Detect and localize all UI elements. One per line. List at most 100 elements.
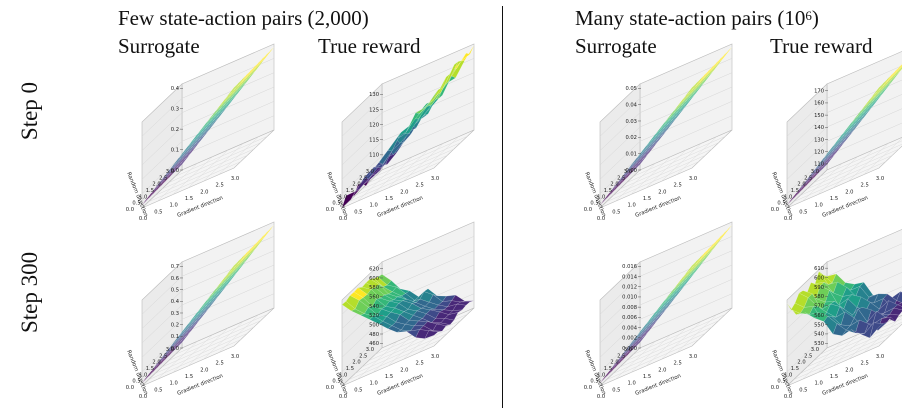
y-tick-label: 1.0 bbox=[784, 194, 792, 200]
z-tick-label: 580 bbox=[814, 294, 824, 300]
grid-line bbox=[181, 72, 275, 113]
y-tick-label: 2.0 bbox=[152, 182, 160, 188]
z-tick-label: 0.0 bbox=[171, 168, 179, 174]
z-tick-label: 600 bbox=[369, 276, 379, 282]
y-tick-label: 2.0 bbox=[610, 182, 618, 188]
surface-patch bbox=[428, 330, 443, 333]
y-tick-label: 2.5 bbox=[617, 175, 625, 181]
x-tick-label: 3.0 bbox=[431, 176, 439, 182]
z-tick-label: 0.05 bbox=[625, 86, 637, 92]
z-tick-label: 0.008 bbox=[622, 305, 637, 311]
y-tick-label: 0.5 bbox=[332, 201, 340, 207]
y-tick-label: 2.5 bbox=[359, 175, 367, 181]
z-tick-label: 500 bbox=[369, 322, 379, 328]
grid-line bbox=[341, 319, 383, 358]
y-tick-label: 0.5 bbox=[332, 379, 340, 385]
surface-plot-few-step300-surrogate: 0.00.0 0.50.5 1.01.0 1.51.5 2.02.0 2.52.5 3.03… bbox=[125, 221, 275, 400]
x-tick-label: 2.0 bbox=[400, 189, 408, 195]
y-tick-label: 2.5 bbox=[804, 353, 812, 359]
grid-line bbox=[341, 333, 383, 372]
y-tick-label: 1.5 bbox=[791, 366, 799, 372]
surface-patch bbox=[424, 330, 439, 340]
grid-line bbox=[141, 290, 183, 329]
y-tick-label: 1.5 bbox=[346, 188, 354, 194]
x-axis-label: Gradient direction bbox=[376, 373, 424, 397]
grid-line bbox=[381, 250, 475, 291]
y-tick-label: 0.0 bbox=[326, 207, 334, 213]
y-tick-label: 1.5 bbox=[604, 366, 612, 372]
z-tick-label: 0.016 bbox=[622, 264, 637, 270]
surface-mesh bbox=[786, 63, 902, 206]
surface-patch bbox=[260, 224, 275, 241]
z-tick-label: 580 bbox=[369, 285, 379, 291]
x-axis-label: Gradient direction bbox=[634, 373, 682, 397]
z-tick-label: 125 bbox=[369, 107, 379, 113]
x-axis-label: Gradient direction bbox=[634, 195, 682, 219]
y-tick-label: 0.0 bbox=[771, 385, 779, 391]
surface-plot-many-step300-surrogate: 0.00.0 0.50.5 1.01.0 1.51.5 2.02.0 2.52.5 3.03… bbox=[583, 221, 733, 400]
surface-mesh bbox=[599, 46, 733, 206]
y-tick-label: 0.0 bbox=[126, 207, 134, 213]
y-tick-label: 1.0 bbox=[139, 372, 147, 378]
z-tick-label: 0.010 bbox=[622, 295, 637, 301]
y-tick-label: 2.5 bbox=[617, 353, 625, 359]
x-tick-label: 2.5 bbox=[216, 361, 224, 367]
x-tick-label: 1.5 bbox=[385, 374, 393, 380]
x-tick-label: 3.0 bbox=[431, 354, 439, 360]
z-tick-label: 140 bbox=[814, 125, 824, 131]
z-tick-label: 0.004 bbox=[622, 325, 638, 331]
grid-line bbox=[341, 155, 383, 194]
x-tick-label: 0.5 bbox=[354, 387, 362, 393]
surface-patch bbox=[440, 64, 455, 93]
surface-patch bbox=[718, 46, 733, 63]
grid-line bbox=[599, 276, 641, 315]
x-tick-label: 2.0 bbox=[845, 189, 853, 195]
y-tick-label: 1.0 bbox=[139, 194, 147, 200]
z-tick-label: 590 bbox=[814, 285, 824, 291]
y-tick-label: 1.5 bbox=[146, 188, 154, 194]
x-tick-label: 0.0 bbox=[139, 394, 147, 400]
y-tick-label: 2.0 bbox=[610, 360, 618, 366]
group-title-many-end: ) bbox=[811, 6, 819, 30]
z-tick-label: 115 bbox=[369, 138, 379, 144]
group-divider bbox=[502, 6, 503, 408]
z-tick-label: 0.3 bbox=[171, 107, 179, 113]
grid-line bbox=[639, 86, 733, 128]
y-tick-label: 2.0 bbox=[152, 360, 160, 366]
y-tick-label: 2.5 bbox=[804, 175, 812, 181]
surface-mesh bbox=[141, 46, 275, 206]
group-title-many-text: Many state-action pairs (10 bbox=[575, 6, 806, 30]
col-label-surrogate-few: Surrogate bbox=[118, 34, 200, 58]
y-tick-label: 2.0 bbox=[352, 360, 360, 366]
surface-patch bbox=[452, 303, 467, 311]
grid-line bbox=[141, 333, 183, 372]
col-label-true-many: True reward bbox=[770, 34, 873, 58]
grid-line bbox=[341, 98, 383, 137]
y-tick-label: 0.5 bbox=[590, 379, 598, 385]
z-tick-label: 530 bbox=[814, 341, 824, 347]
z-tick-label: 540 bbox=[369, 304, 379, 310]
surface-patch bbox=[710, 54, 725, 72]
z-tick-label: 0.1 bbox=[171, 147, 179, 153]
col-label-surrogate-many: Surrogate bbox=[575, 34, 657, 58]
z-tick-label: 560 bbox=[814, 313, 824, 319]
surface-mesh bbox=[141, 224, 275, 384]
y-tick-label: 1.0 bbox=[597, 372, 605, 378]
grid-line bbox=[599, 304, 641, 344]
surface-patch bbox=[869, 83, 884, 100]
x-tick-label: 3.0 bbox=[231, 354, 239, 360]
group-title-many-exponent: 6 bbox=[805, 8, 812, 23]
x-tick-label: 1.5 bbox=[185, 374, 193, 380]
grid-line bbox=[786, 98, 828, 137]
x-tick-label: 1.5 bbox=[385, 196, 393, 202]
grid-line bbox=[141, 276, 183, 315]
z-tick-label: 0.7 bbox=[171, 264, 179, 270]
grid-line bbox=[181, 293, 275, 334]
z-tick-label: 160 bbox=[814, 101, 824, 107]
grid-line bbox=[599, 112, 641, 151]
x-tick-label: 2.0 bbox=[845, 367, 853, 373]
grid-line bbox=[381, 236, 475, 277]
grid-line bbox=[141, 98, 183, 137]
z-tick-label: 0.04 bbox=[625, 102, 637, 108]
z-tick-label: 0.5 bbox=[171, 287, 179, 293]
